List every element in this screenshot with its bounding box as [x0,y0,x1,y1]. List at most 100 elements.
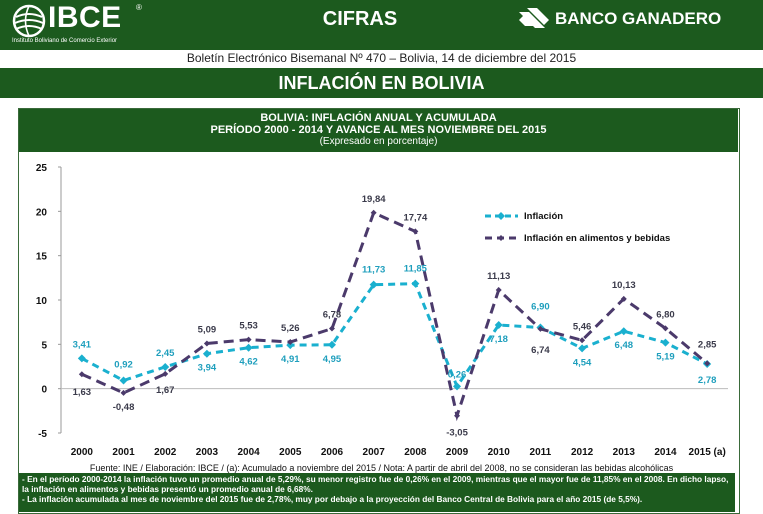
data-label-inflacion: 6,90 [531,301,550,312]
y-tick-label: 25 [36,163,48,174]
data-label-alimentos: 6,78 [323,310,342,321]
chart-subtitle: PERÍODO 2000 - 2014 Y AVANCE AL MES NOVI… [210,124,547,136]
data-point-inflacion [244,343,253,352]
bulletin-line: Boletín Electrónico Bisemanal Nº 470 – B… [0,50,763,67]
data-point-alimentos [662,325,669,332]
data-point-inflacion [202,349,211,358]
y-tick-label: -5 [38,429,47,440]
data-point-alimentos [454,412,461,419]
chart-title: BOLIVIA: INFLACIÓN ANUAL Y ACUMULADA [260,112,497,124]
data-point-inflacion [619,327,628,336]
data-point-alimentos [704,360,711,367]
data-label-alimentos: 5,26 [281,323,300,334]
data-label-inflacion: 7,18 [489,334,508,345]
data-label-alimentos: 10,13 [612,280,636,291]
series-line [81,282,708,390]
data-point-alimentos [328,325,335,332]
data-label-alimentos: 1,67 [156,385,175,396]
data-point-alimentos [287,339,294,346]
data-label-alimentos: 17,74 [403,212,427,223]
notes-box: - En el período 2000-2014 la inflación t… [19,473,735,512]
data-label-inflacion: 3,94 [198,363,217,374]
x-tick-label: 2014 [654,447,677,458]
data-label-inflacion: 3,41 [73,339,92,350]
source-note: Fuente: INE / Elaboración: IBCE / (a): A… [89,463,674,473]
x-tick-label: 2010 [488,447,511,458]
legend-marker-inflacion [497,212,505,220]
data-point-alimentos [245,336,252,343]
data-label-alimentos: 1,63 [73,387,92,398]
section-title: CIFRAS [322,8,398,30]
bank-name: BANCO GANADERO [555,9,722,28]
logo-subtitle: Instituto Boliviano de Comercio Exterior [12,38,118,44]
chart-units: (Expresado en porcentaje) [319,136,438,147]
data-point-alimentos [162,370,169,377]
data-point-alimentos [620,295,627,302]
data-point-inflacion [494,321,503,330]
data-label-inflacion: 4,91 [281,354,300,365]
legend-marker-alimentos [498,235,504,241]
x-tick-label: 2004 [237,447,260,458]
data-point-alimentos [579,337,586,344]
x-tick-label: 2006 [321,447,344,458]
data-point-inflacion [327,340,336,349]
data-point-inflacion [119,376,128,385]
x-tick-label: 2009 [446,447,469,458]
data-label-inflacion: 4,54 [573,357,592,368]
data-point-alimentos [495,286,502,293]
x-tick-label: 2001 [112,447,135,458]
globe-icon [12,4,46,38]
x-tick-label: 2008 [404,447,427,458]
note-1: - En el período 2000-2014 la inflación t… [22,474,729,494]
data-point-inflacion [411,279,420,288]
series-line [81,210,709,422]
x-tick-label: 2007 [363,447,386,458]
data-label-inflacion: 0,92 [114,360,133,371]
data-label-inflacion: 11,73 [362,265,385,276]
data-label-alimentos: -3,05 [446,428,468,439]
data-point-alimentos [412,228,419,235]
x-tick-label: 2013 [613,447,636,458]
data-point-alimentos [120,389,127,396]
data-point-inflacion [77,354,86,363]
data-label-alimentos: 6,74 [531,345,550,356]
y-tick-label: 10 [36,296,48,307]
data-label-alimentos: -0,48 [113,402,135,413]
ibce-logo: IBCE ® Instituto Boliviano de Comercio E… [10,1,142,45]
data-point-inflacion [369,280,378,289]
data-label-inflacion: 2,78 [698,375,717,386]
x-tick-label: 2012 [571,447,594,458]
y-tick-label: 5 [41,340,47,351]
page-title: INFLACIÓN EN BOLIVIA [0,68,763,98]
data-label-inflacion: 5,19 [656,352,675,363]
data-label-alimentos: 11,13 [487,271,510,282]
data-label-inflacion: 11,85 [404,264,428,275]
chart-header: BOLIVIA: INFLACIÓN ANUAL Y ACUMULADA PER… [19,109,738,152]
data-point-inflacion [661,338,670,347]
data-label-inflacion: 4,95 [323,354,342,365]
y-tick-label: 15 [36,252,48,263]
top-banner: IBCE ® Instituto Boliviano de Comercio E… [0,0,763,50]
legend-label-alimentos: Inflación en alimentos y bebidas [524,233,670,244]
logo-text: IBCE [48,1,122,34]
x-tick-label: 2000 [71,447,94,458]
data-label-alimentos: 5,53 [239,321,258,332]
x-tick-label: 2011 [530,447,552,458]
data-point-inflacion [161,362,170,371]
x-tick-label: 2015 (a) [689,447,726,458]
x-tick-label: 2003 [196,447,219,458]
x-tick-label: 2002 [154,447,177,458]
y-tick-label: 0 [41,385,47,396]
registered-mark: ® [136,3,142,12]
x-tick-label: 2005 [279,447,302,458]
data-label-alimentos: 6,80 [656,309,675,320]
data-point-alimentos [370,209,377,216]
data-point-alimentos [537,325,544,332]
data-label-inflacion: 2,45 [156,348,175,359]
note-2: - La inflación acumulada al mes de novie… [22,494,643,504]
data-label-inflacion: 4,62 [239,357,258,368]
data-label-alimentos: 5,46 [573,321,592,332]
data-label-alimentos: 19,84 [362,194,386,205]
legend-label-inflacion: Inflación [524,211,563,222]
